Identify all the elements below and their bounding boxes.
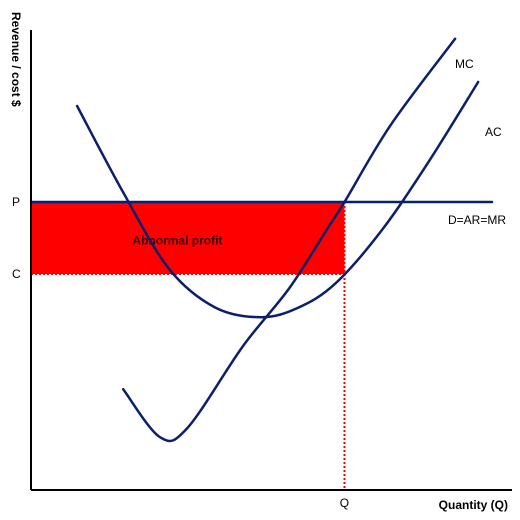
y-tick-label-p: P bbox=[12, 195, 20, 209]
mc-curve bbox=[121, 37, 457, 443]
series-label-ac: AC bbox=[485, 125, 502, 139]
x-tick-label-q: Q bbox=[340, 496, 349, 510]
ac-curve bbox=[75, 80, 480, 319]
x-axis-title: Quantity (Q) bbox=[439, 498, 508, 512]
curve-group bbox=[29, 37, 494, 443]
y-axis-title: Revenue / cost $ bbox=[9, 12, 23, 107]
series-label-demand: D=AR=MR bbox=[448, 213, 506, 227]
abnormal-profit-label: Abnormal profit bbox=[132, 233, 222, 247]
abnormal-profit-region bbox=[31, 202, 345, 274]
y-tick-label-c: C bbox=[12, 267, 21, 281]
series-label-mc: MC bbox=[455, 57, 474, 71]
